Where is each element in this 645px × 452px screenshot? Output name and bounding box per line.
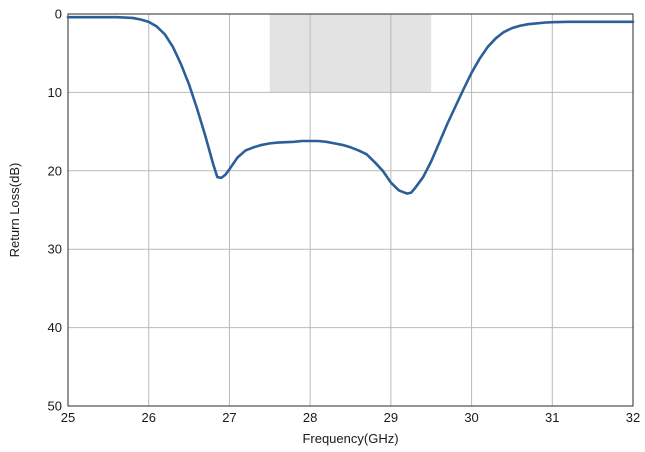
x-tick-label: 26 [141,410,155,425]
y-tick-labels: 0 10 20 30 40 50 [48,7,62,414]
x-tick-label: 28 [303,410,317,425]
series-line-1 [66,15,635,195]
x-tick-label: 29 [384,410,398,425]
x-tick-label: 30 [464,410,478,425]
y-tick-label: 30 [48,242,62,257]
y-axis-label: Return Loss(dB) [7,163,22,258]
plot-area-frame [67,13,634,407]
grid-layer [68,14,633,406]
x-axis-label: Frequency(GHz) [302,431,398,446]
x-tick-label: 31 [545,410,559,425]
x-tick-label: 27 [222,410,236,425]
x-tick-label: 25 [61,410,75,425]
y-tick-label: 10 [48,85,62,100]
series-layer [66,15,635,195]
y-tick-label: 50 [48,399,62,414]
highlight-band [269,14,432,93]
x-tick-labels: 25 26 27 28 29 30 31 32 [61,410,640,425]
highlight-band-layer [269,14,432,93]
y-tick-label: 0 [55,7,62,22]
y-tick-label: 40 [48,320,62,335]
y-tick-label: 20 [48,163,62,178]
x-tick-label: 32 [626,410,640,425]
